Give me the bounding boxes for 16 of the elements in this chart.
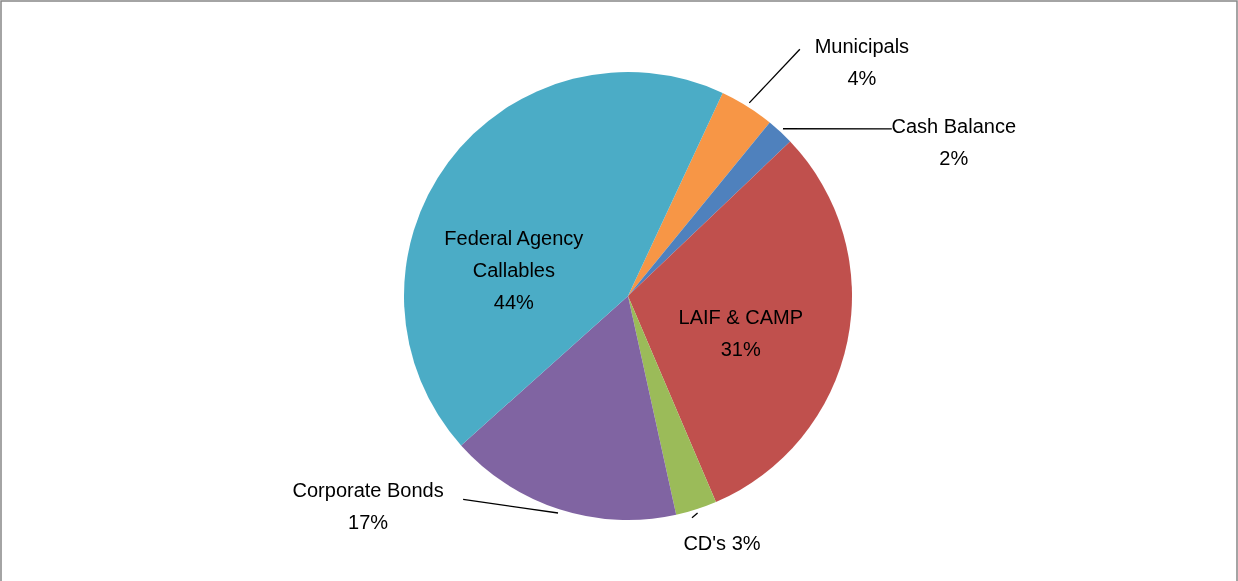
data-label: 44%: [493, 290, 535, 313]
slice-label: Corporate Bonds: [292, 479, 444, 502]
slice-label: LAIF & CAMP: [678, 306, 803, 329]
slice-label: CD's 3%: [683, 531, 761, 554]
pie-slice: [404, 72, 723, 446]
data-label: 31%: [720, 338, 761, 361]
data-label: 4%: [847, 67, 877, 90]
data-label: 2%: [939, 146, 969, 169]
pie-slice: [461, 296, 677, 520]
pie-slice: [628, 92, 770, 296]
slice-label: Municipals: [814, 35, 910, 58]
slice-label: Federal Agency Callables: [444, 226, 584, 281]
pie-slice: [628, 141, 852, 503]
slice-label: Cash Balance: [891, 114, 1017, 137]
data-label: 17%: [348, 511, 389, 534]
pie-slice: [628, 122, 791, 296]
